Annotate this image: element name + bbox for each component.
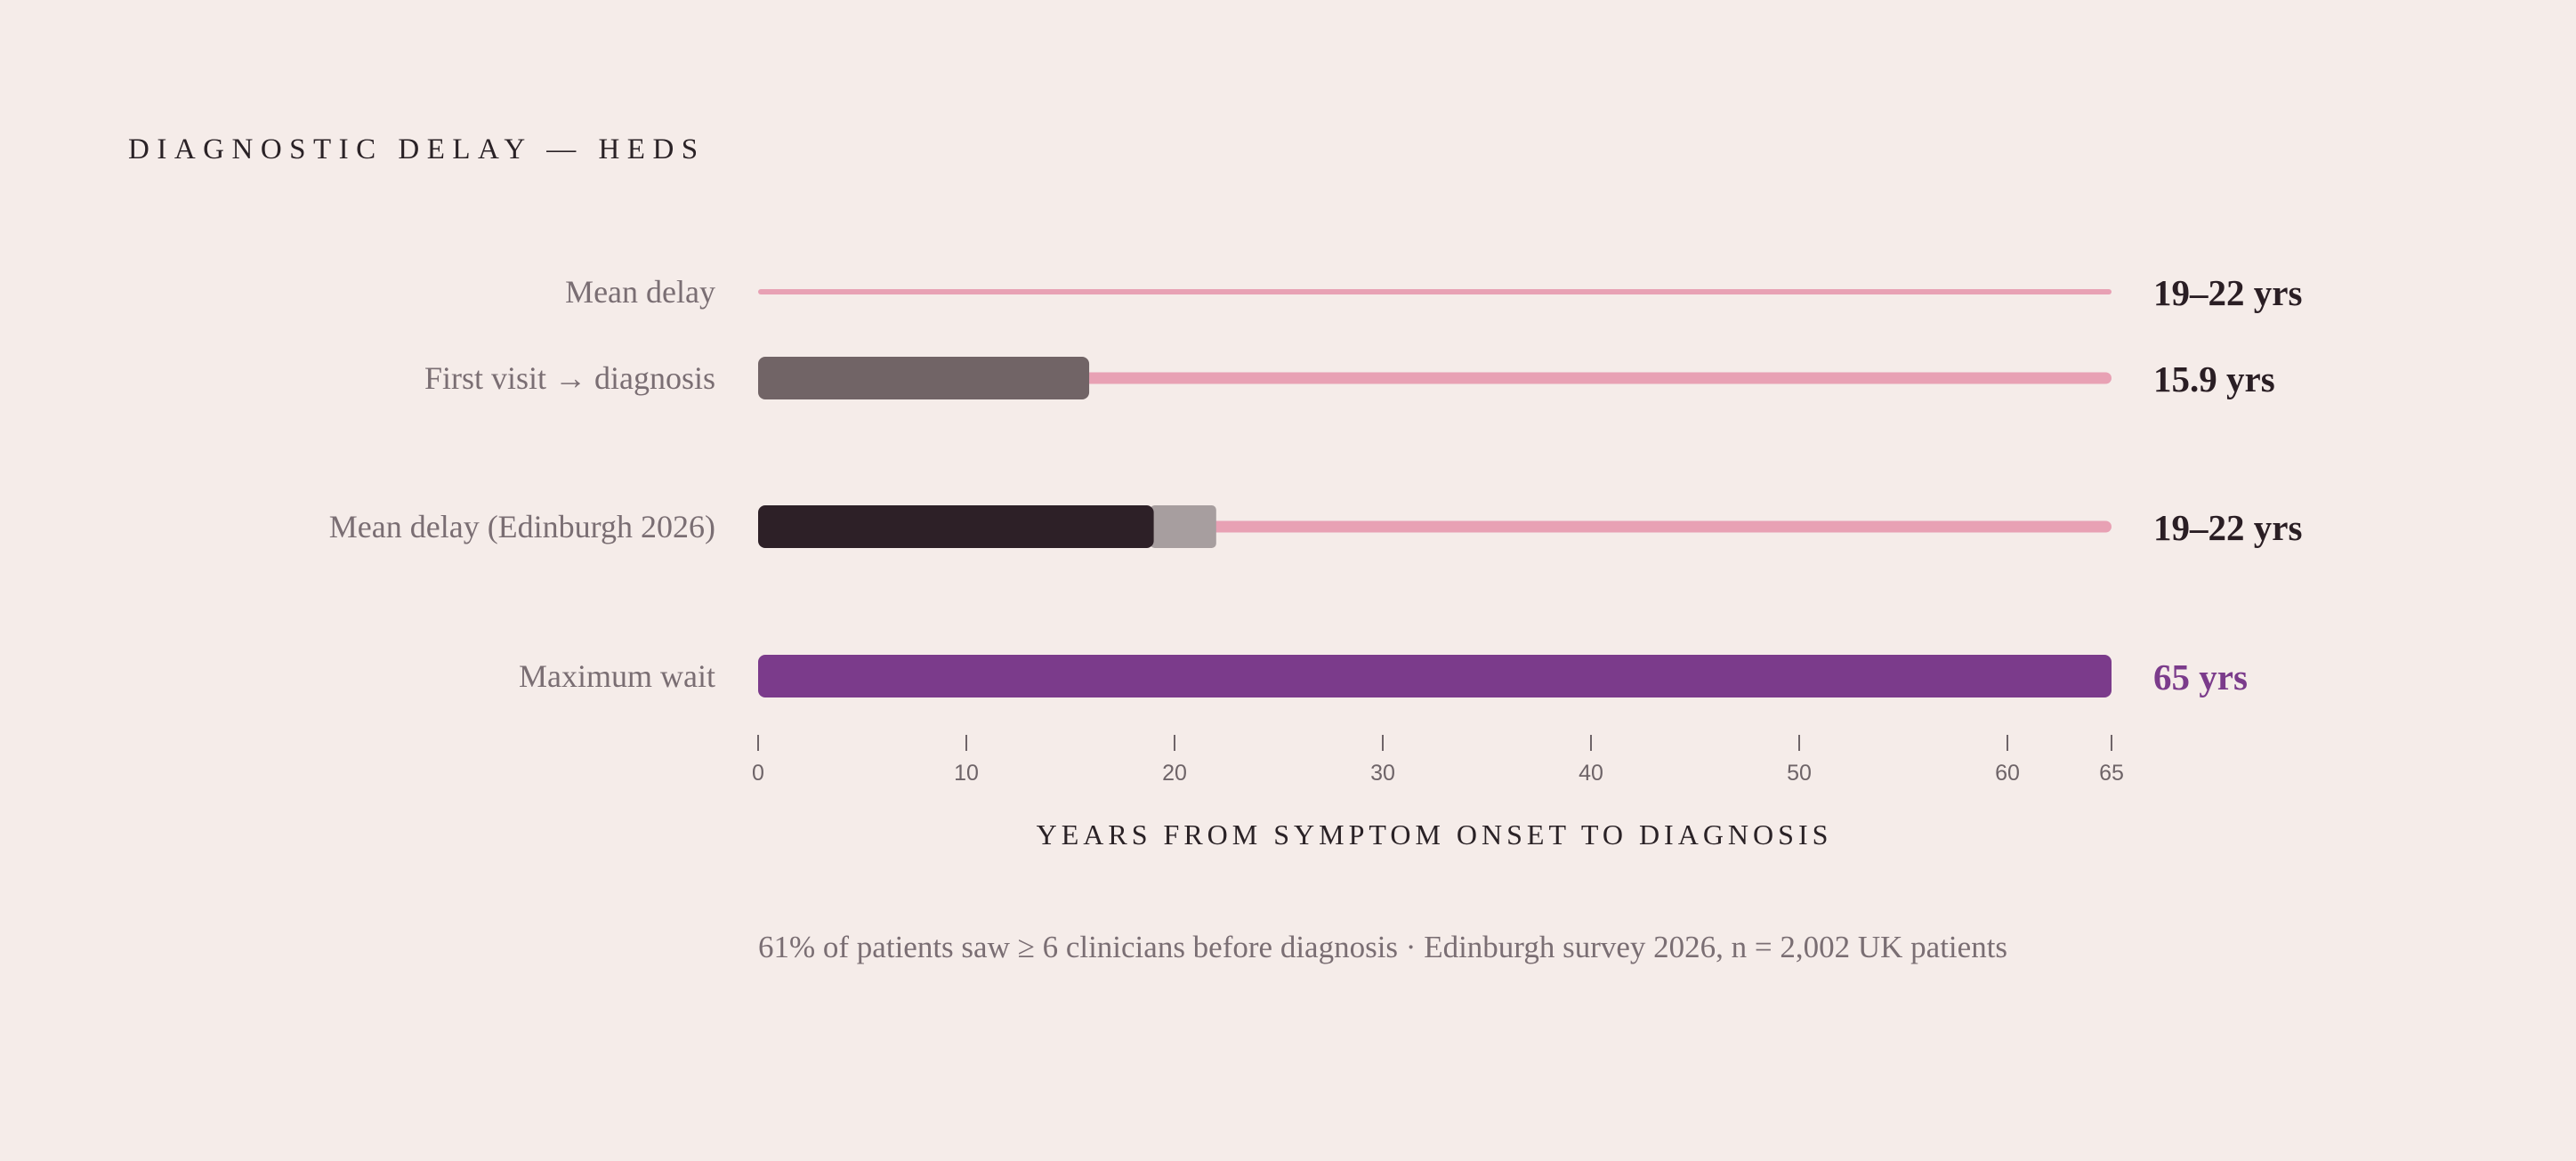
x-tick-label: 65: [2099, 761, 2124, 786]
row-track: [758, 372, 2112, 384]
value-label: 15.9 yrs: [2153, 359, 2275, 399]
range-bar: [1150, 505, 1216, 548]
x-tick-label: 50: [1787, 761, 1812, 786]
value-bar: [758, 655, 2112, 697]
delay-chart: Mean delay 19–22 yrs First visit → diagnos…: [329, 272, 2303, 786]
footnote: 61% of patients saw ≥ 6 clinicians befor…: [758, 930, 2008, 964]
row-label: Mean delay: [565, 274, 715, 310]
value-label: 65 yrs: [2153, 657, 2248, 697]
row-label: Mean delay (Edinburgh 2026): [329, 509, 715, 544]
x-tick-label: 0: [752, 761, 764, 786]
chart-title: DIAGNOSTIC DELAY — HEDS: [128, 133, 706, 165]
x-tick-label: 30: [1370, 761, 1395, 786]
row-label: Maximum wait: [519, 658, 715, 694]
value-bar: [758, 505, 1154, 548]
x-tick-label: 10: [954, 761, 979, 786]
x-axis-label: YEARS FROM SYMPTOM ONSET TO DIAGNOSIS: [1036, 818, 1833, 851]
row-track: [758, 289, 2112, 294]
x-tick-label: 20: [1162, 761, 1187, 786]
value-bar: [758, 357, 1090, 399]
value-label: 19–22 yrs: [2153, 507, 2302, 548]
x-tick-label: 40: [1579, 761, 1603, 786]
row-label: First visit → diagnosis: [424, 360, 715, 396]
x-tick-label: 60: [1995, 761, 2020, 786]
value-label: 19–22 yrs: [2153, 272, 2302, 313]
